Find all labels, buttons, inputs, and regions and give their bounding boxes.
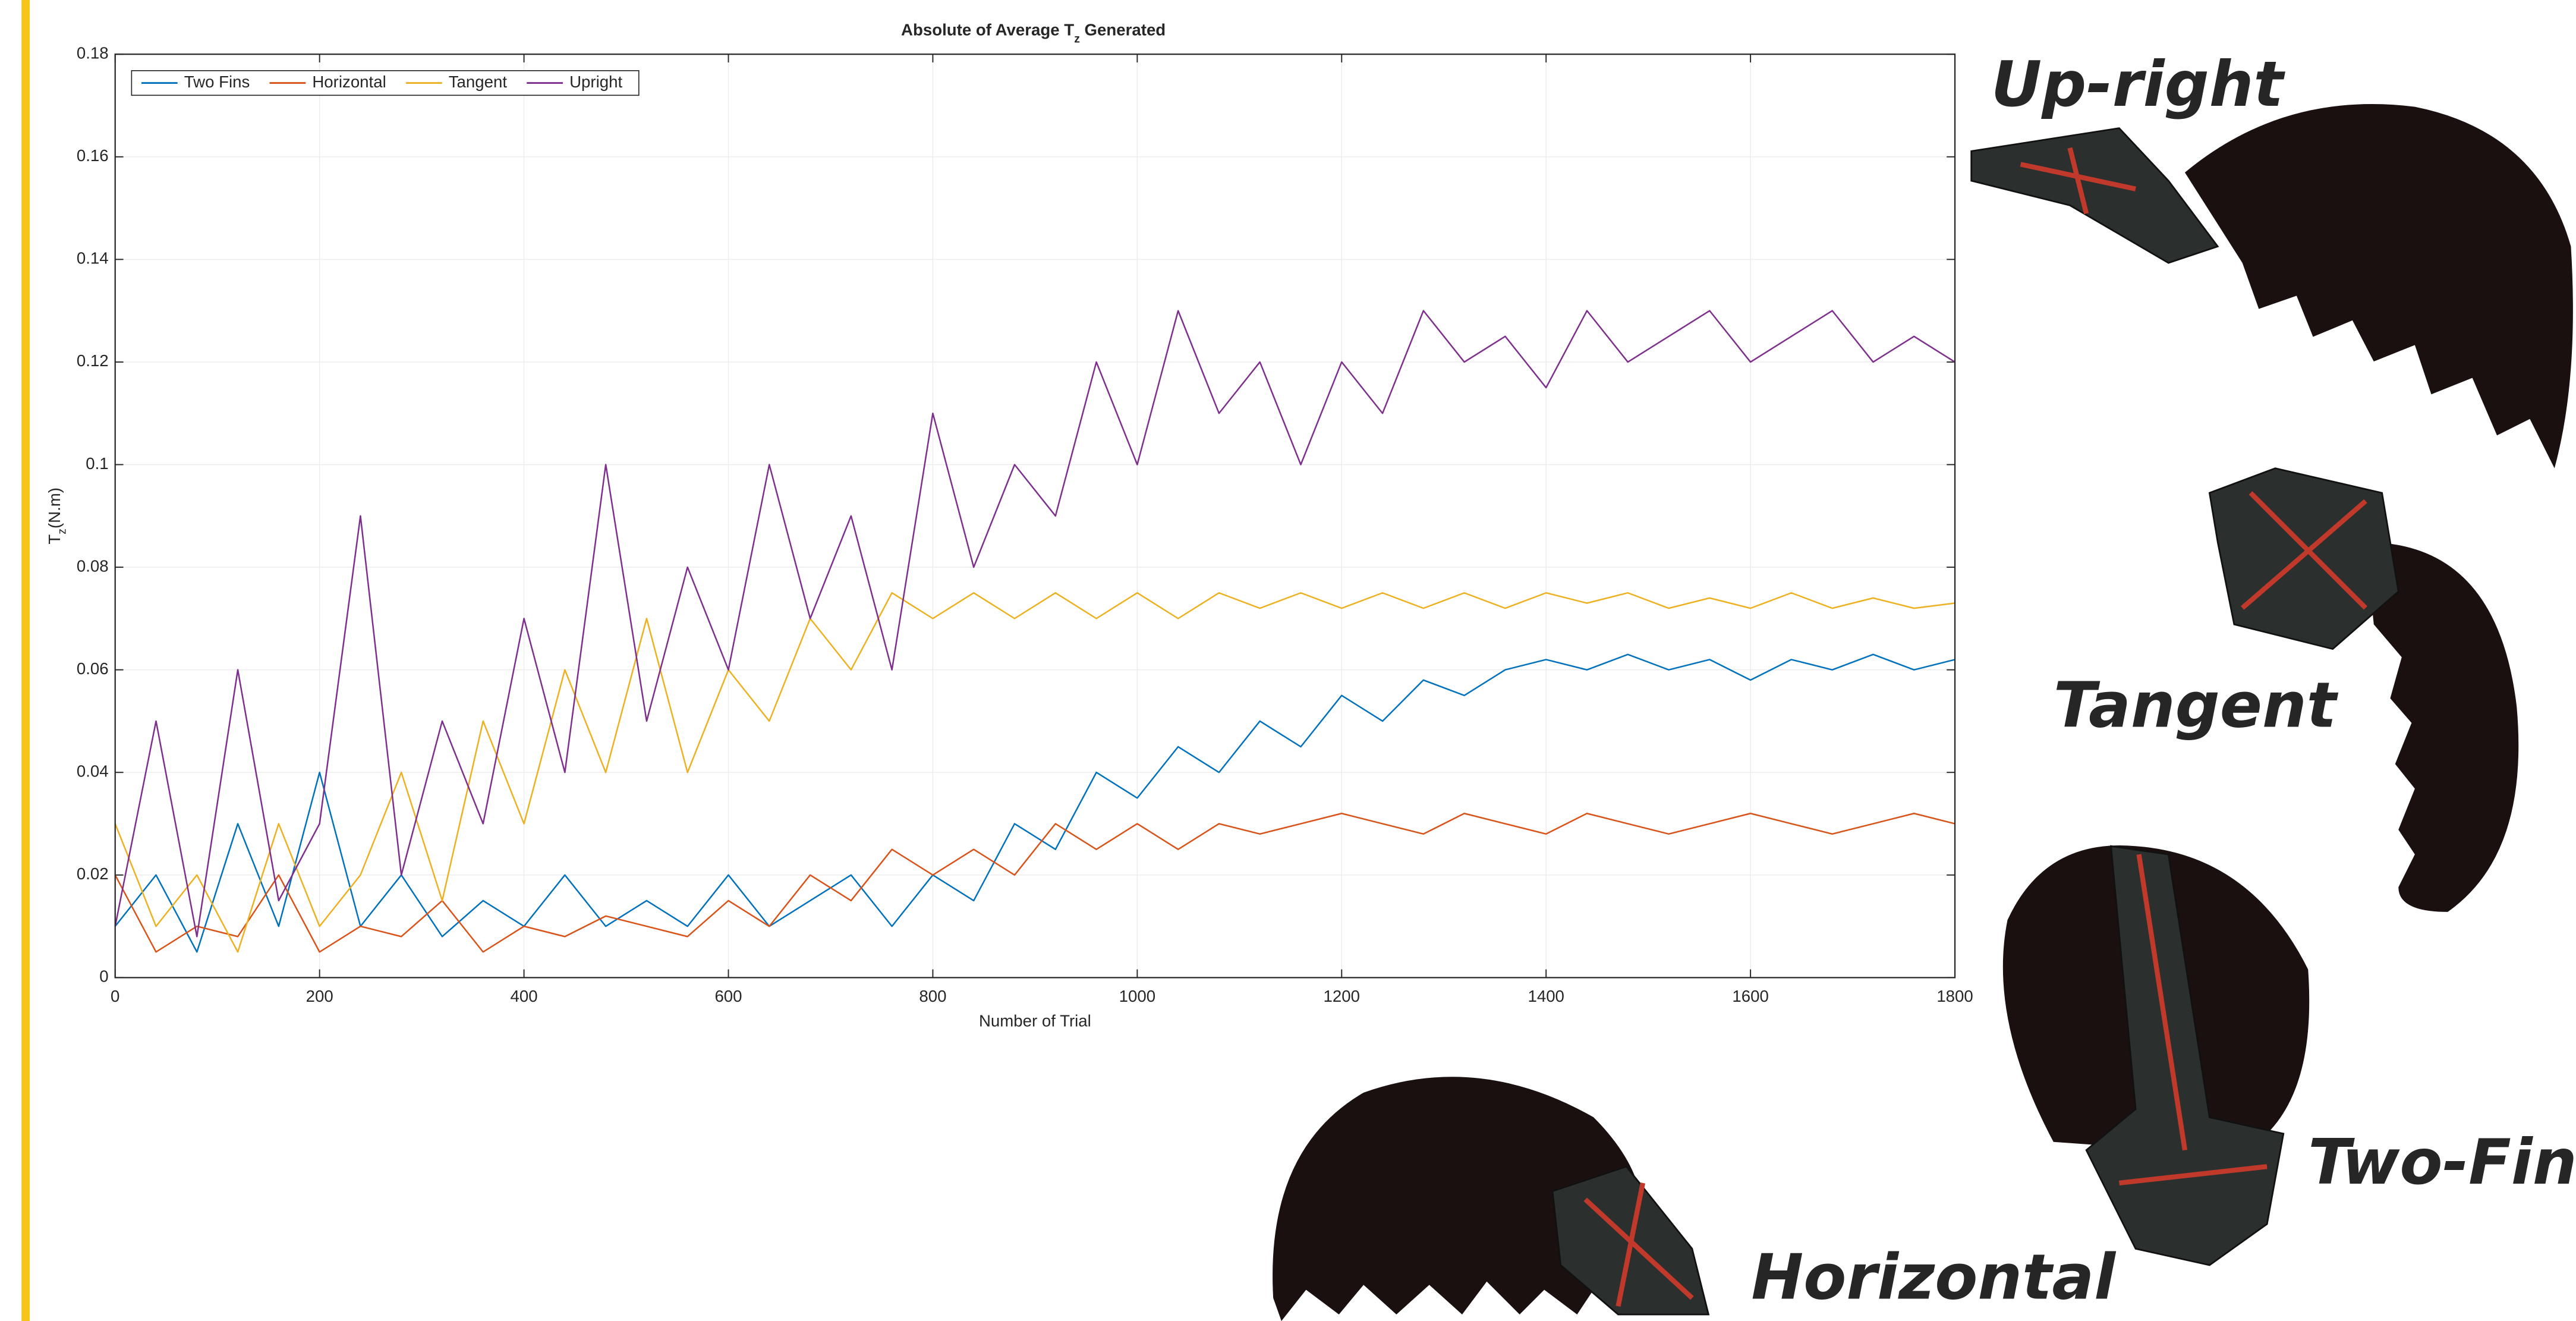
x-tick-label: 400 — [511, 987, 538, 1005]
annotation: Tangent — [2054, 669, 2339, 742]
legend-label: Horizontal — [312, 73, 386, 91]
series-line — [114, 813, 1955, 953]
title-subscript: z — [1074, 32, 1080, 45]
chart-title: Absolute of Average Tz Generated — [901, 21, 1166, 46]
y-tick-label: 0.04 — [77, 762, 109, 781]
title-text: Absolute of Average T — [901, 21, 1074, 39]
fin-photo — [2002, 845, 2310, 1266]
y-tick-label: 0.02 — [77, 864, 109, 883]
ylabel-text: (N.m) — [46, 487, 64, 529]
y-tick-label: 0.18 — [77, 43, 109, 62]
series-line — [114, 653, 1955, 953]
y-tick-label: 0.16 — [77, 146, 109, 165]
y-tick-label: 0.12 — [77, 351, 109, 370]
x-tick-label: 1800 — [1936, 987, 1973, 1005]
plot-area — [114, 54, 1956, 979]
fin-photo — [1273, 1077, 1710, 1321]
annotation: Two-Fins — [2308, 1126, 2576, 1199]
y-tick-label: 0 — [99, 967, 108, 986]
annotation: Up-right — [1991, 48, 2286, 121]
x-axis-label: Number of Trial — [979, 1011, 1091, 1030]
title-text: Generated — [1080, 21, 1166, 39]
plot-background — [115, 54, 1955, 978]
y-tick-label: 0.14 — [77, 249, 109, 268]
legend-label: Upright — [569, 73, 622, 91]
axes-box — [114, 54, 1956, 979]
fin-photo — [1970, 104, 2573, 468]
annotation: Horizontal — [1751, 1241, 2117, 1313]
x-tick-label: 600 — [714, 987, 742, 1005]
ylabel-text: T — [46, 534, 64, 545]
x-tick-label: 1400 — [1528, 987, 1564, 1005]
x-tick-label: 200 — [306, 987, 333, 1005]
ylabel-subscript: z — [55, 529, 68, 534]
x-tick-label: 1200 — [1324, 987, 1360, 1005]
y-axis-label: Tz(N.m) — [46, 487, 69, 545]
series-line — [114, 310, 1955, 938]
x-tick-label: 800 — [919, 987, 946, 1005]
x-tick-label: 0 — [111, 987, 119, 1005]
x-tick-label: 1600 — [1732, 987, 1768, 1005]
y-tick-label: 0.06 — [77, 659, 109, 678]
legend-label: Two Fins — [184, 73, 250, 91]
fin-photo — [2208, 467, 2519, 912]
y-tick-label: 0.08 — [77, 556, 109, 575]
legend: Two Fins Horizontal Tangent Upright — [131, 70, 640, 96]
x-tick-label: 1000 — [1119, 987, 1155, 1005]
series-line — [114, 592, 1955, 953]
legend-label: Tangent — [449, 73, 508, 91]
accent-bar — [21, 0, 30, 1321]
y-tick-label: 0.1 — [86, 454, 108, 473]
